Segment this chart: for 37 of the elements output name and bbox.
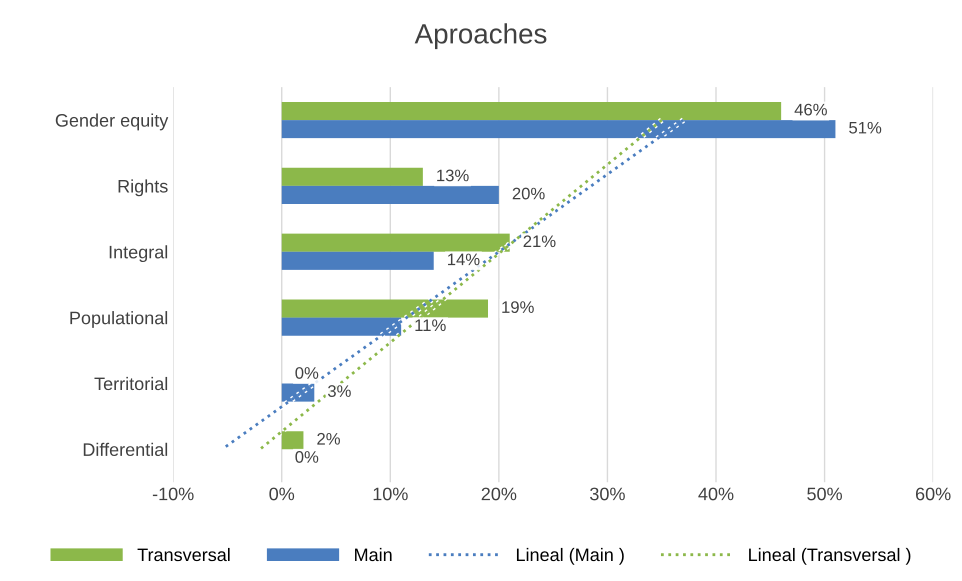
data-label: 51%	[849, 122, 882, 134]
x-tick-label: -10%	[152, 488, 194, 500]
data-label: 2%	[317, 432, 340, 445]
x-tick-label: 0%	[269, 488, 294, 500]
data-label: 3%	[328, 385, 351, 397]
data-label: 46%	[794, 104, 827, 116]
x-tick-label: 60%	[916, 488, 951, 500]
bar	[282, 318, 402, 336]
data-label: 14%	[448, 254, 480, 266]
legend-label: Main	[355, 548, 392, 562]
legend-label: Transversal	[138, 548, 230, 562]
y-tick-label: Populational	[70, 311, 168, 328]
data-label: 21%	[524, 235, 556, 248]
y-tick-label: Differential	[84, 442, 168, 456]
bar	[282, 168, 423, 186]
y-tick-label: Territorial	[94, 376, 168, 390]
bar	[282, 252, 434, 270]
y-tick-label: Rights	[118, 179, 168, 196]
x-tick-label: 30%	[590, 488, 625, 500]
bar	[282, 300, 488, 318]
data-label: 11%	[415, 319, 446, 332]
legend-label: Lineal (Transversal )	[749, 548, 910, 565]
bar	[282, 234, 510, 252]
data-label: 0%	[295, 367, 318, 379]
chart-title: Aproaches	[414, 23, 546, 50]
bar	[282, 186, 499, 204]
data-label: 19%	[502, 301, 534, 314]
data-label: 0%	[295, 451, 318, 463]
legend-label: Lineal (Main )	[516, 548, 624, 565]
y-tick-label: Integral	[110, 245, 168, 262]
x-tick-label: 20%	[482, 488, 516, 500]
x-tick-label: 50%	[807, 488, 842, 500]
x-tick-label: 40%	[698, 488, 734, 500]
x-tick-label: 10%	[374, 488, 408, 500]
data-label: 13%	[437, 170, 469, 182]
y-tick-label: Gender equity	[56, 114, 168, 130]
data-label: 20%	[512, 188, 545, 200]
